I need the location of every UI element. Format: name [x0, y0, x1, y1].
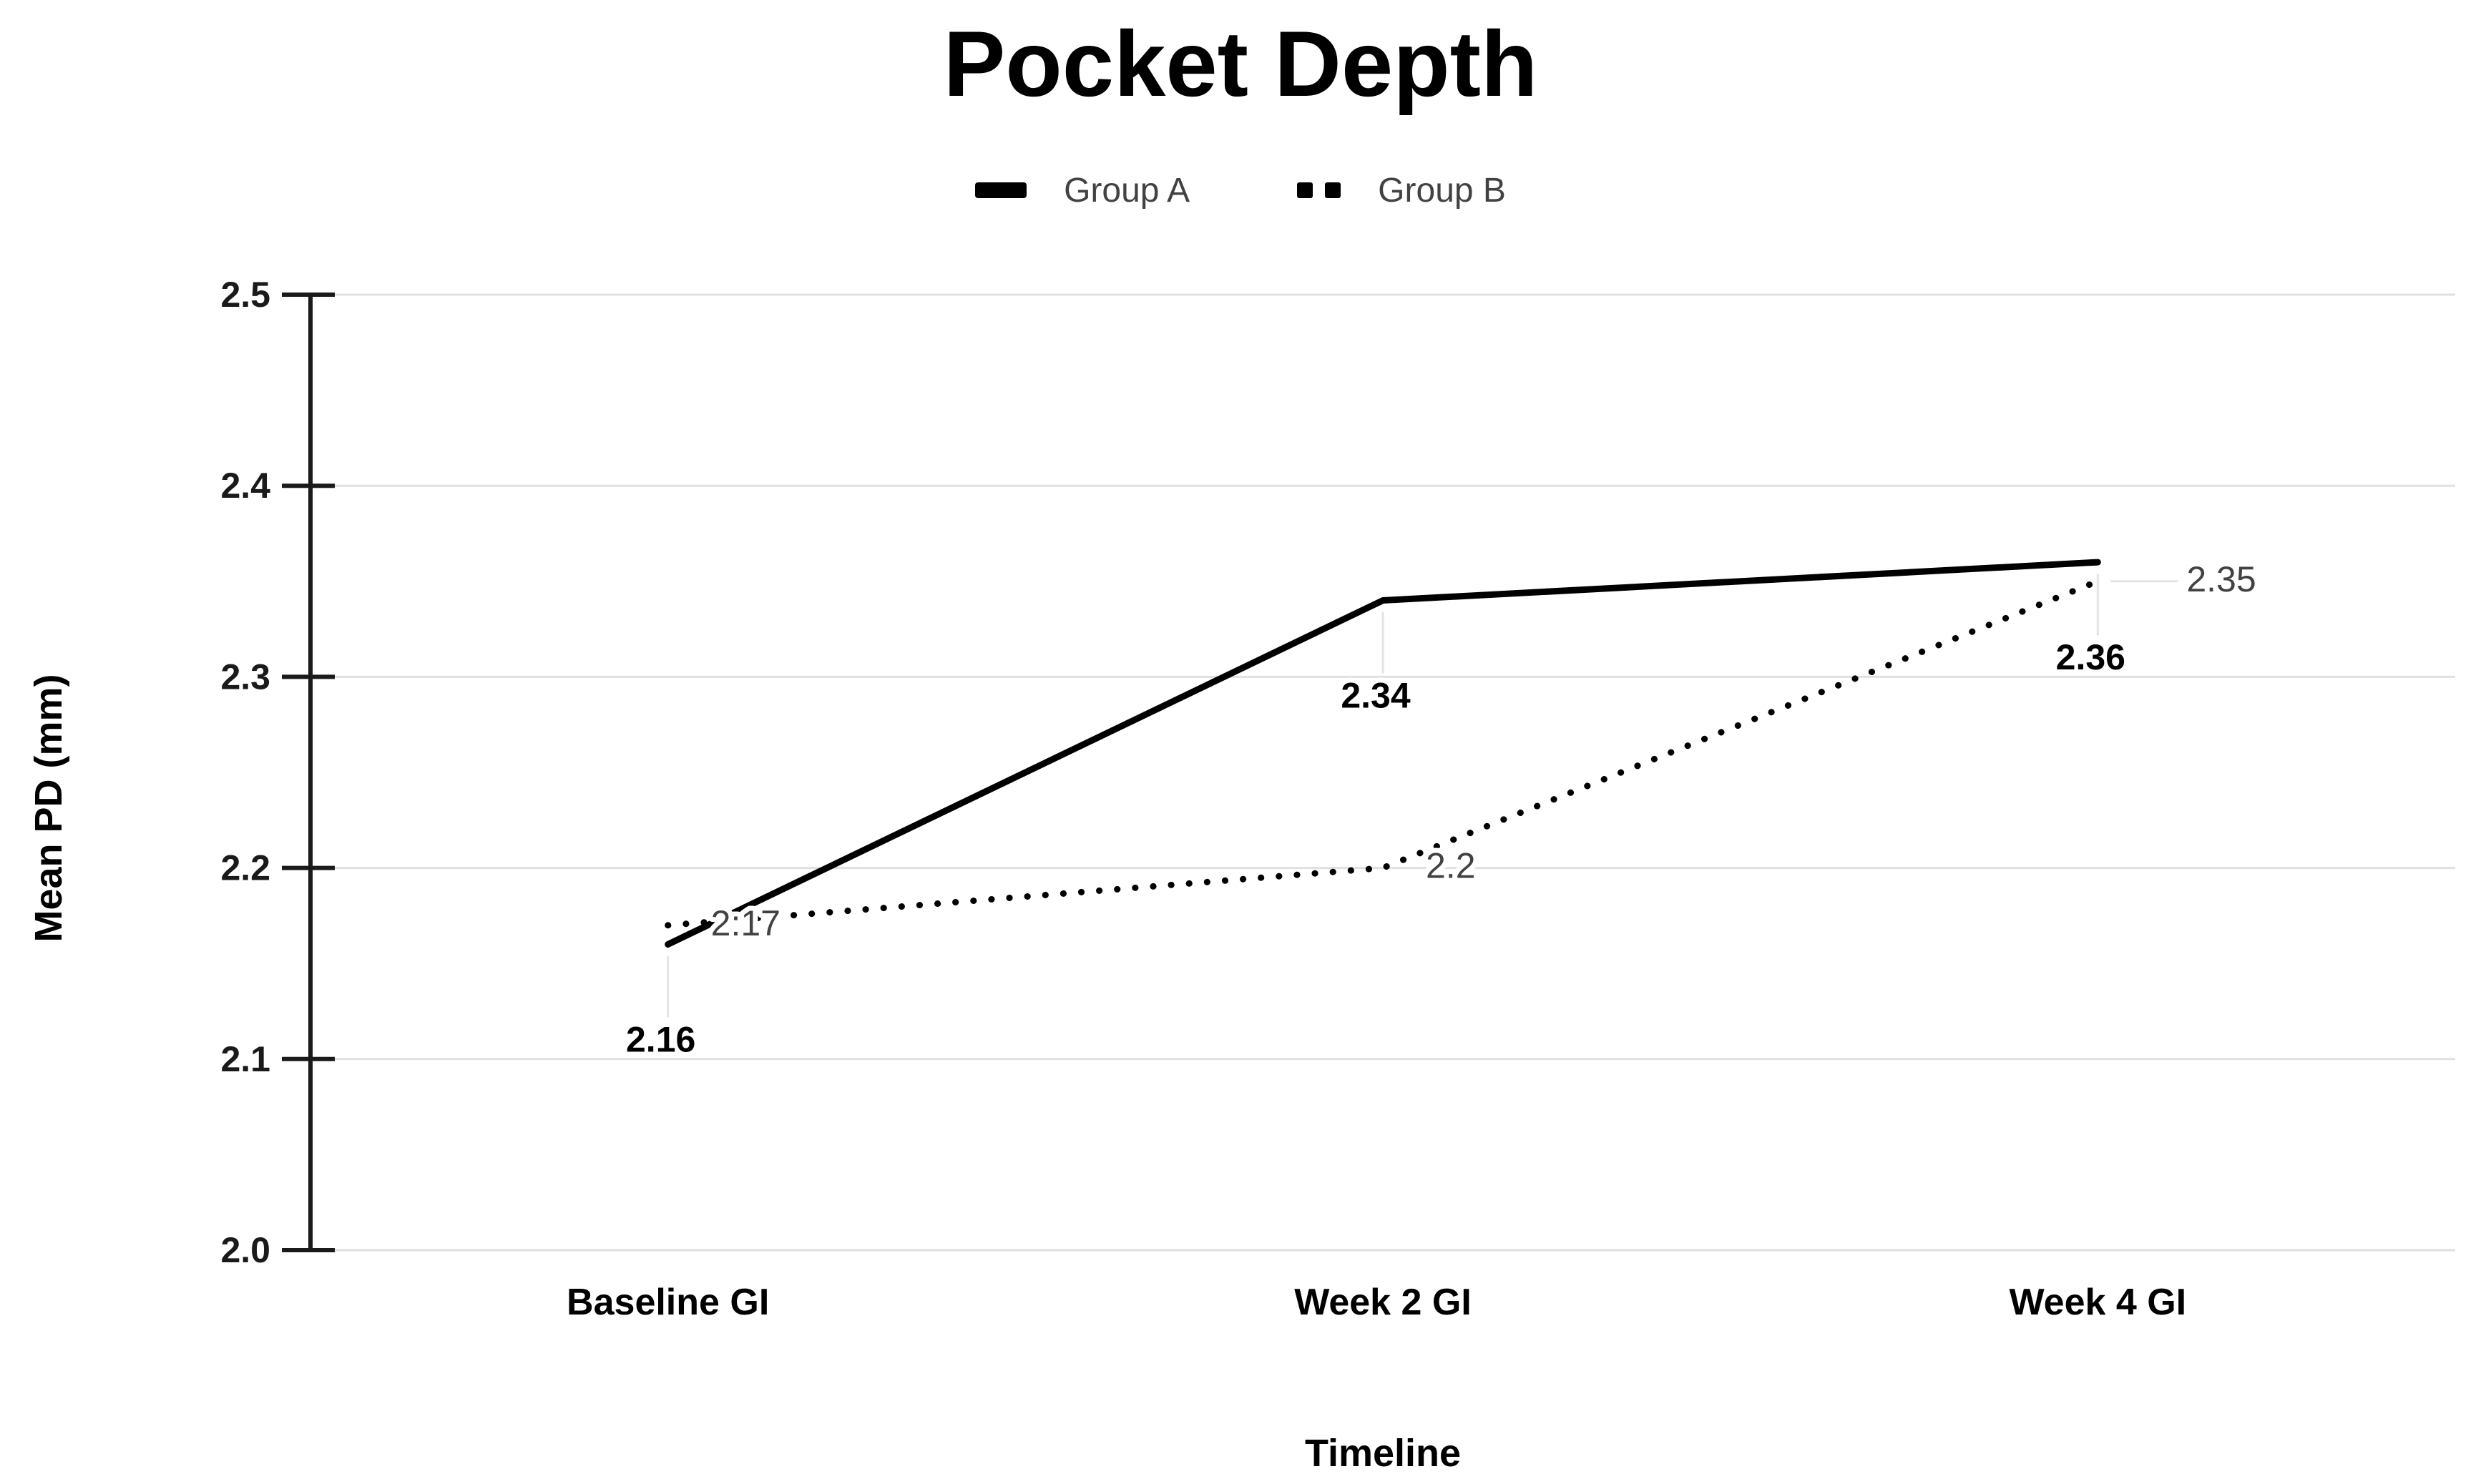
data-label-group-b: 2.35 [2186, 559, 2256, 599]
legend-label-group-a: Group A [1064, 171, 1190, 210]
y-tick-label: 2.1 [220, 1039, 270, 1079]
legend-label-group-b: Group B [1378, 171, 1506, 210]
y-tick-label: 2.5 [220, 275, 270, 315]
data-label-group-a: 2.34 [1341, 676, 1411, 716]
series-line-group-a [665, 559, 2101, 948]
x-axis-title: Timeline [1304, 1432, 1462, 1475]
data-label-group-a: 2.16 [626, 1019, 695, 1059]
y-tick-label: 2.3 [220, 657, 270, 697]
dotted-line-swatch-icon [1297, 182, 1341, 198]
data-label-group-a: 2.36 [2056, 637, 2125, 677]
x-category-label: Week 4 GI [2010, 1282, 2187, 1323]
x-category-label: Week 2 GI [1294, 1282, 1472, 1323]
solid-line-swatch-icon [975, 182, 1027, 198]
data-label-group-b: 2.2 [1426, 846, 1476, 886]
y-tick-label: 2.2 [220, 848, 270, 888]
legend: Group A Group B [0, 170, 2481, 210]
legend-item-group-b: Group B [1297, 170, 1506, 210]
y-tick-label: 2.4 [220, 466, 270, 506]
x-category-label: Baseline GI [567, 1282, 769, 1323]
data-label-group-b: 2:17 [711, 903, 780, 943]
legend-item-group-a: Group A [975, 170, 1190, 210]
chart-title: Pocket Depth [943, 11, 1538, 116]
y-axis-title: Mean PD (mm) [27, 674, 70, 943]
y-tick-label: 2.0 [220, 1230, 270, 1270]
